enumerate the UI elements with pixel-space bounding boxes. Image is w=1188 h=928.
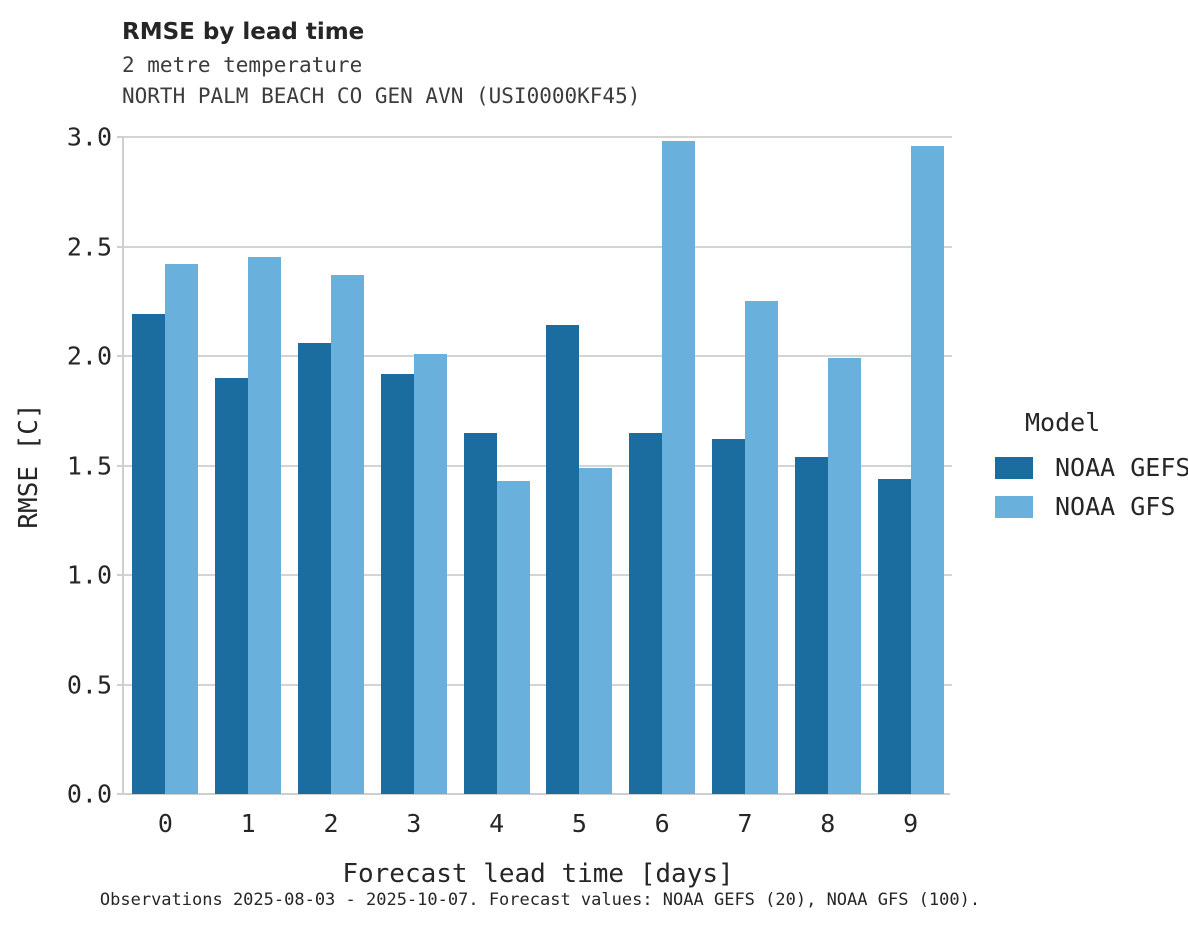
x-axis-title: Forecast lead time [days] <box>342 859 734 889</box>
bar <box>331 274 364 794</box>
bar <box>712 439 745 794</box>
gridline <box>124 464 952 467</box>
bar <box>629 432 663 794</box>
chart-title: RMSE by lead time <box>122 19 365 45</box>
title-block: RMSE by lead time 2 metre temperature NO… <box>122 18 1022 112</box>
bar <box>248 257 282 794</box>
x-tick-label: 1 <box>240 809 256 838</box>
bar <box>827 358 861 794</box>
bar <box>496 480 530 794</box>
legend-item[interactable]: NOAA GEFS <box>995 451 1188 484</box>
bars-layer <box>124 137 952 794</box>
bar <box>463 432 497 794</box>
bar <box>910 145 944 794</box>
y-tick-label: 2.0 <box>66 341 112 371</box>
y-tick-mark <box>117 793 124 795</box>
gridline <box>124 683 952 686</box>
x-tick-label: 3 <box>406 809 422 838</box>
bar <box>413 353 447 794</box>
y-tick-mark <box>117 464 124 467</box>
legend-swatch <box>995 456 1033 479</box>
chart-subtitle: 2 metre temperature <box>122 53 363 77</box>
bar <box>546 325 580 794</box>
x-tick-label: 6 <box>654 809 670 838</box>
legend-rows: NOAA GEFS NOAA GFS <box>995 451 1188 523</box>
chart-station-name: NORTH PALM BEACH CO GEN AVN (USI0000KF45… <box>122 84 641 108</box>
y-tick-mark <box>117 355 124 357</box>
gridline <box>124 355 952 357</box>
y-tick-label: 1.5 <box>66 451 112 480</box>
bar <box>794 456 828 794</box>
legend-swatch <box>995 495 1033 518</box>
y-tick-mark <box>117 574 124 576</box>
y-tick-mark <box>117 245 124 248</box>
x-tick-label: 7 <box>737 809 753 838</box>
gridline <box>124 136 952 138</box>
legend-label: NOAA GFS <box>1055 492 1176 521</box>
bar <box>215 377 249 794</box>
y-tick-label: 1.0 <box>66 560 112 590</box>
bar <box>298 342 331 794</box>
bar <box>380 373 414 794</box>
x-tick-label: 9 <box>903 809 919 838</box>
bar <box>877 478 911 794</box>
plot-area: 0.0 0.5 1.0 1.5 2.0 2.5 3.0 0 1 2 3 4 5 6 7 8 9 Forecas… <box>14 125 952 889</box>
gridline <box>124 574 952 576</box>
x-tick-label: 4 <box>489 809 505 838</box>
y-tick-mark <box>117 136 124 138</box>
bar <box>132 314 166 794</box>
y-tick-mark <box>117 683 124 686</box>
x-tick-label: 8 <box>820 809 836 838</box>
y-tick-label: 0.0 <box>66 779 112 809</box>
y-tick-label: 2.5 <box>66 232 112 261</box>
bar <box>745 301 778 794</box>
gridline <box>124 245 952 248</box>
x-tick-label: 5 <box>571 809 587 838</box>
bar <box>662 141 696 794</box>
legend: Model NOAA GEFS NOAA GFS <box>995 408 1188 529</box>
bar <box>165 264 199 794</box>
y-tick-label: 0.5 <box>66 670 112 699</box>
legend-title: Model <box>1025 408 1101 437</box>
y-axis-title: RMSE [C] <box>14 403 44 529</box>
y-tick-label: 3.0 <box>66 122 112 152</box>
x-tick-label: 2 <box>323 809 339 838</box>
x-tick-label: 0 <box>157 809 173 838</box>
legend-item[interactable]: NOAA GFS <box>995 490 1188 523</box>
footer-note: Observations 2025-08-03 - 2025-10-07. Fo… <box>99 890 981 910</box>
legend-label: NOAA GEFS <box>1055 453 1188 482</box>
bar <box>579 467 613 794</box>
